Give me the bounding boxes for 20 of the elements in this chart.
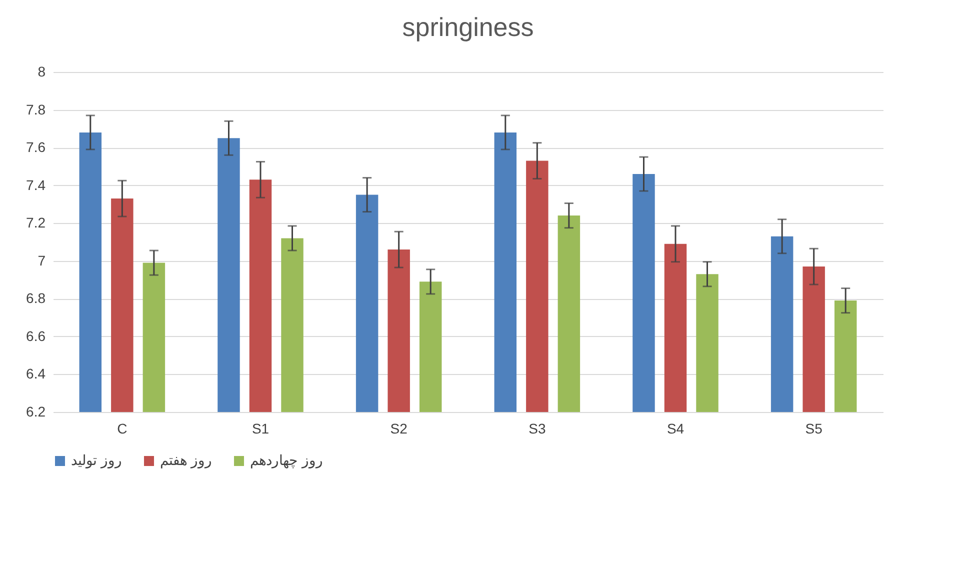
x-tick-label: S4 xyxy=(666,420,684,436)
y-tick-label: 6.2 xyxy=(26,404,46,420)
y-tick-label: 7.6 xyxy=(26,139,46,156)
y-tick-label: 6.8 xyxy=(26,290,46,306)
x-tick-label: C xyxy=(117,420,128,436)
x-tick-label: S3 xyxy=(528,420,546,436)
y-tick-label: 6.4 xyxy=(26,366,46,382)
x-tick-label: S5 xyxy=(805,420,823,436)
x-tick-label: S2 xyxy=(390,420,408,436)
y-tick-label: 7 xyxy=(38,252,46,268)
legend-label: روز هفتم xyxy=(160,452,212,469)
y-tick-label: 6.6 xyxy=(26,328,46,344)
x-tick-label: S1 xyxy=(252,420,270,436)
y-tick-label: 7.4 xyxy=(26,176,46,193)
legend-label: روز چهاردهم xyxy=(250,452,323,469)
chart-title: springiness xyxy=(402,12,534,42)
y-tick-label: 7.2 xyxy=(26,214,46,231)
y-tick-label: 7.8 xyxy=(26,101,46,118)
legend-label: روز تولید xyxy=(71,452,122,469)
y-tick-label: 8 xyxy=(38,64,46,80)
